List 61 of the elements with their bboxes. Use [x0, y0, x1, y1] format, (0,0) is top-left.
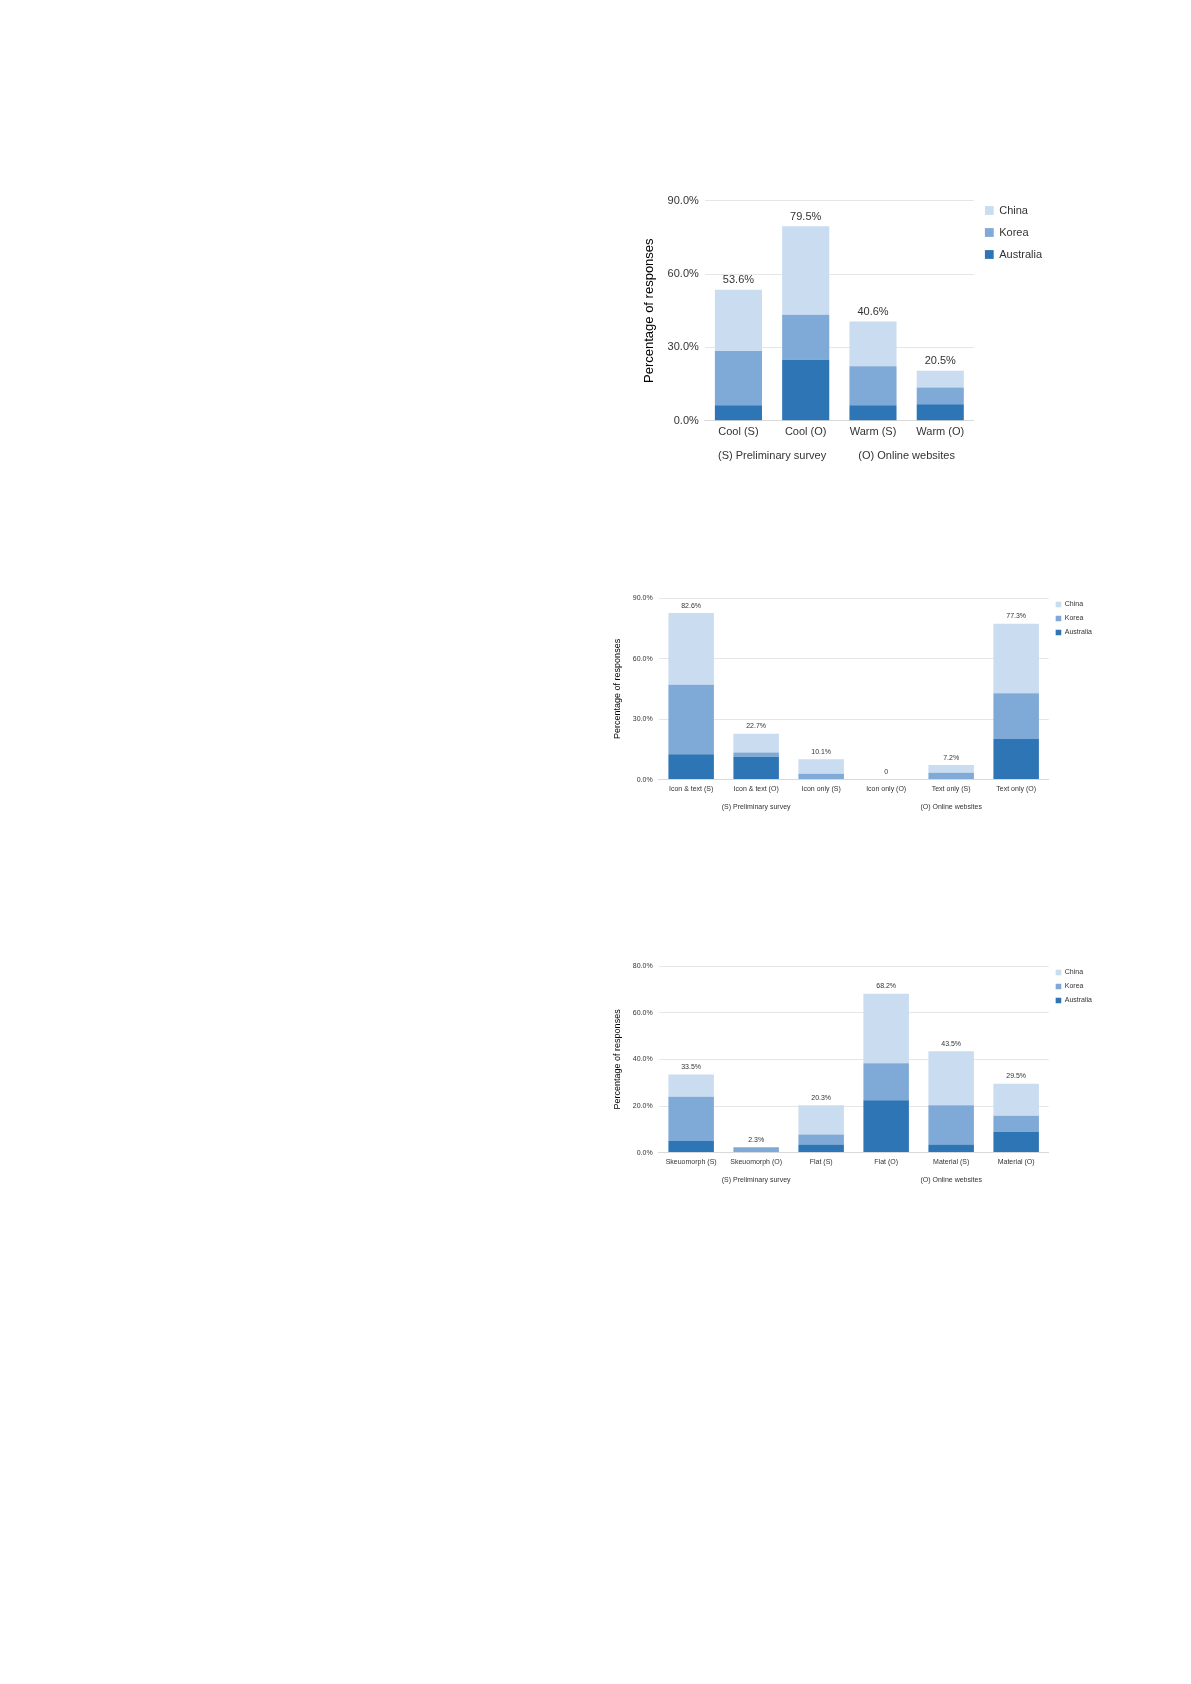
bar	[849, 405, 897, 421]
bar	[916, 387, 964, 405]
bar	[916, 404, 964, 421]
text: (O) Online websites	[858, 448, 956, 461]
y-axis-title: Percentage of responses	[611, 638, 622, 739]
bar	[668, 1096, 714, 1141]
x-tick-label: Cool (S)	[718, 425, 759, 438]
y-tick-label: 0.0%	[673, 413, 699, 426]
bar	[928, 765, 974, 773]
bar	[668, 684, 714, 755]
bar	[993, 738, 1039, 780]
text: (S) Preliminary survey	[717, 448, 827, 461]
total-label: 20.5%	[924, 354, 957, 367]
y-axis-title: Percentage of responses	[611, 1008, 622, 1110]
bar	[993, 1131, 1039, 1153]
y-axis-title: Percentage of responses	[641, 237, 657, 383]
y-tick-label: 30.0%	[667, 340, 699, 353]
bar	[733, 752, 779, 757]
bar	[714, 289, 762, 352]
bar	[993, 623, 1039, 694]
y-tick-label: 90.0%	[667, 193, 699, 206]
bar	[798, 759, 844, 774]
bar	[714, 405, 762, 421]
bar	[733, 756, 779, 780]
legend-label: Australia	[999, 247, 1043, 260]
bar	[714, 351, 762, 406]
bar	[798, 1134, 844, 1145]
bar	[863, 1100, 909, 1153]
y-tick-label: 60.0%	[667, 267, 699, 280]
bar	[916, 370, 964, 388]
bar	[668, 754, 714, 780]
bar	[928, 772, 974, 779]
bar	[928, 1105, 974, 1145]
bar	[798, 773, 844, 780]
bar	[782, 226, 830, 315]
bar	[782, 359, 830, 421]
bar	[668, 1140, 714, 1153]
bar	[993, 1083, 1039, 1116]
total-label: 40.6%	[857, 305, 889, 317]
bar	[733, 1147, 779, 1153]
bar	[668, 1074, 714, 1097]
x-tick-label: Cool (O)	[784, 425, 827, 438]
bar	[849, 321, 897, 367]
bar	[668, 613, 714, 685]
bar	[863, 1063, 909, 1101]
bar	[798, 1105, 844, 1135]
bar	[798, 1144, 844, 1153]
bar	[782, 314, 830, 360]
legend-label: China	[999, 203, 1029, 216]
bar	[733, 733, 779, 753]
bar	[993, 1115, 1039, 1132]
legend-label: Korea	[999, 225, 1030, 238]
bar	[928, 1051, 974, 1106]
bar	[993, 693, 1039, 739]
x-tick-label: Warm (S)	[849, 425, 897, 438]
total-label: 53.6%	[722, 273, 755, 286]
x-tick-label: Warm (O)	[916, 425, 965, 438]
bar	[863, 993, 909, 1064]
bar	[849, 366, 897, 406]
bar	[928, 1144, 974, 1153]
total-label: 79.5%	[790, 209, 822, 222]
